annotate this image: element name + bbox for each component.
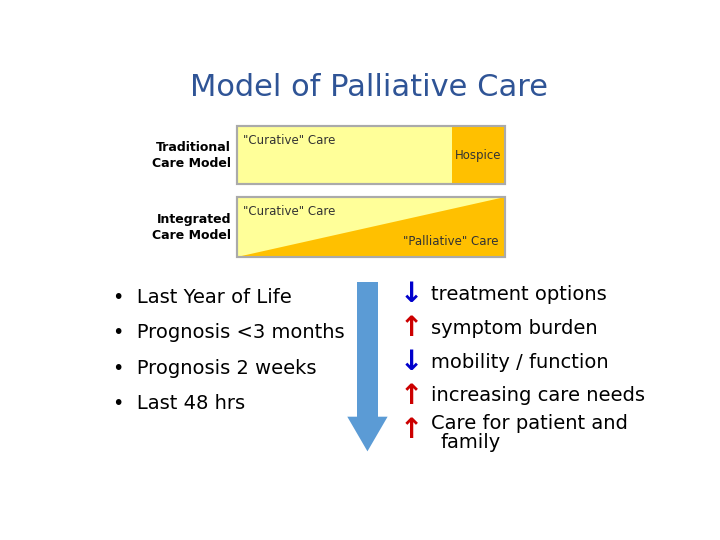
Bar xyxy=(238,197,505,257)
Text: family: family xyxy=(441,433,500,451)
Polygon shape xyxy=(238,197,505,257)
Text: Model of Palliative Care: Model of Palliative Care xyxy=(190,73,548,103)
Text: increasing care needs: increasing care needs xyxy=(431,387,645,406)
Text: •  Last Year of Life: • Last Year of Life xyxy=(113,288,292,307)
Bar xyxy=(452,126,505,184)
Text: "Palliative" Care: "Palliative" Care xyxy=(403,235,498,248)
Text: ↓: ↓ xyxy=(400,348,423,376)
Text: Traditional
Care Model: Traditional Care Model xyxy=(152,141,231,170)
Bar xyxy=(356,282,378,417)
Bar xyxy=(238,126,505,184)
Bar xyxy=(238,197,505,257)
Text: treatment options: treatment options xyxy=(431,285,607,304)
Text: symptom burden: symptom burden xyxy=(431,319,598,338)
Bar xyxy=(238,126,505,184)
Text: Care for patient and: Care for patient and xyxy=(431,414,628,433)
Text: ↑: ↑ xyxy=(400,314,423,342)
Text: •  Last 48 hrs: • Last 48 hrs xyxy=(113,394,246,413)
Text: Hospice: Hospice xyxy=(455,149,502,162)
Text: •  Prognosis <3 months: • Prognosis <3 months xyxy=(113,323,345,342)
Polygon shape xyxy=(347,417,387,451)
Text: "Curative" Care: "Curative" Care xyxy=(243,134,336,147)
Text: "Curative" Care: "Curative" Care xyxy=(243,205,336,218)
Text: ↓: ↓ xyxy=(400,280,423,308)
Text: •  Prognosis 2 weeks: • Prognosis 2 weeks xyxy=(113,359,317,377)
Text: Integrated
Care Model: Integrated Care Model xyxy=(152,213,231,242)
Text: ↑: ↑ xyxy=(400,382,423,410)
Text: ↑: ↑ xyxy=(400,416,423,444)
Text: mobility / function: mobility / function xyxy=(431,353,608,372)
